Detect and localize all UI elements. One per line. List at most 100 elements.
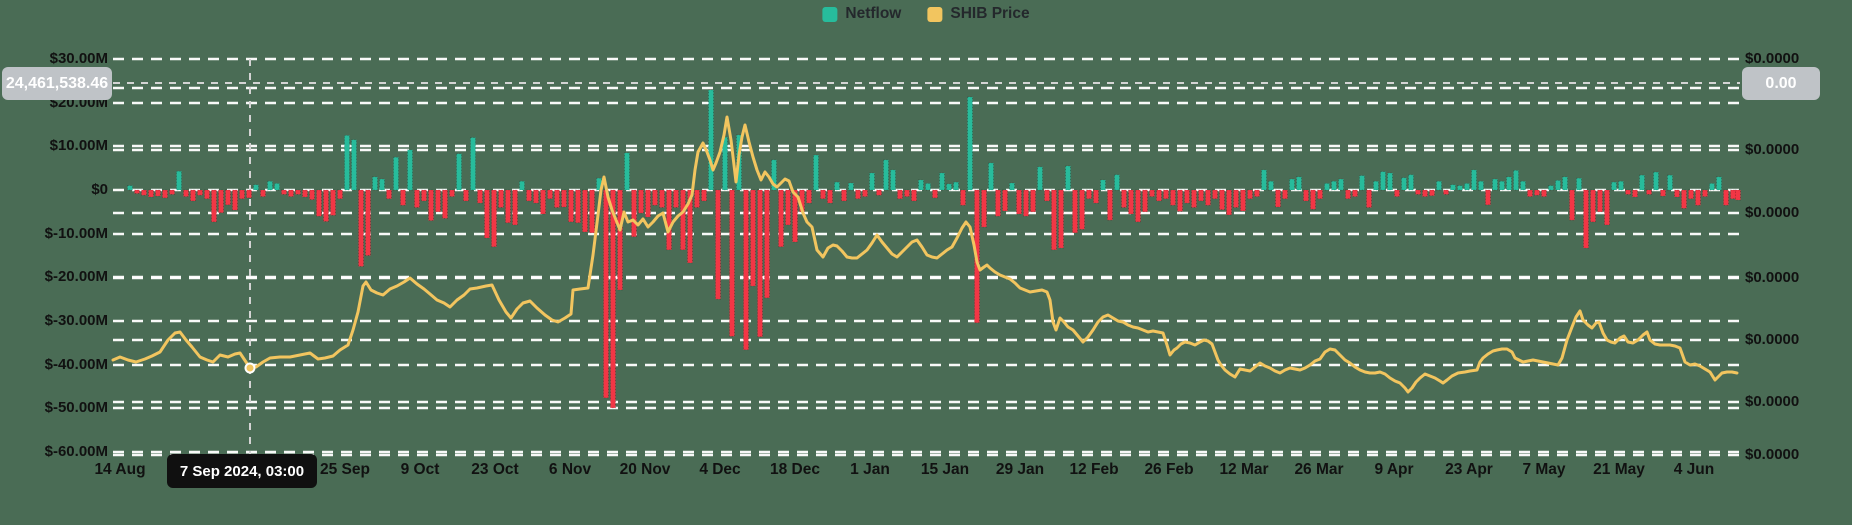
netflow-bar[interactable] [204,189,210,200]
netflow-bar[interactable] [1310,189,1316,210]
netflow-bar[interactable] [211,189,217,223]
netflow-bar[interactable] [1282,189,1288,200]
netflow-bar[interactable] [771,159,777,191]
netflow-bar[interactable] [1016,189,1022,215]
netflow-bar[interactable] [1555,180,1561,191]
netflow-bar[interactable] [827,189,833,204]
netflow-bar[interactable] [1142,189,1148,213]
netflow-bar[interactable] [365,189,371,256]
netflow-bar[interactable] [540,189,546,215]
netflow-bar[interactable] [316,189,322,217]
netflow-bar[interactable] [1394,189,1400,197]
netflow-bar[interactable] [1443,189,1449,195]
netflow-bar[interactable] [169,189,175,195]
netflow-bar[interactable] [351,139,357,191]
netflow-bar[interactable] [1275,189,1281,208]
netflow-bar[interactable] [561,189,567,208]
netflow-bar[interactable] [1527,189,1533,197]
netflow-bar[interactable] [1485,189,1491,206]
netflow-bar[interactable] [1212,189,1218,200]
netflow-bar[interactable] [785,189,791,226]
netflow-bar[interactable] [946,183,952,191]
netflow-bar[interactable] [344,135,350,191]
netflow-bar[interactable] [1149,189,1155,197]
netflow-bar[interactable] [1583,189,1589,249]
netflow-bar[interactable] [400,189,406,206]
netflow-bar[interactable] [1296,176,1302,191]
netflow-bar[interactable] [323,189,329,222]
netflow-bar[interactable] [1667,174,1673,191]
netflow-bar[interactable] [603,189,609,399]
netflow-bar[interactable] [1735,189,1741,201]
netflow-bar[interactable] [253,184,259,191]
netflow-bar[interactable] [1660,189,1666,197]
netflow-bar[interactable] [1674,189,1680,198]
netflow-bar[interactable] [1128,189,1134,215]
netflow-bar[interactable] [1520,180,1526,191]
netflow-bar[interactable] [1702,189,1708,197]
netflow-bar[interactable] [953,181,959,191]
netflow-bar[interactable] [897,189,903,200]
netflow-bar[interactable] [1177,189,1183,212]
netflow-bar[interactable] [631,189,637,238]
netflow-bar[interactable] [1653,171,1659,191]
netflow-bar[interactable] [1289,178,1295,191]
netflow-bar[interactable] [792,189,798,243]
netflow-bar[interactable] [981,189,987,228]
netflow-bar[interactable] [554,189,560,208]
netflow-bar[interactable] [491,189,497,248]
netflow-bar[interactable] [855,189,861,200]
netflow-bar[interactable] [1646,189,1652,195]
netflow-bar[interactable] [1597,189,1603,213]
netflow-bar[interactable] [190,189,196,202]
netflow-bar[interactable] [435,189,441,213]
netflow-bar[interactable] [1695,189,1701,206]
netflow-bar[interactable] [862,189,868,197]
netflow-bar[interactable] [1716,176,1722,191]
netflow-bar[interactable] [386,189,392,200]
netflow-bar[interactable] [295,189,301,195]
netflow-bar[interactable] [309,189,315,200]
netflow-bar[interactable] [1541,189,1547,197]
netflow-bar[interactable] [1072,189,1078,234]
netflow-bar[interactable] [183,189,189,197]
netflow-bar[interactable] [1401,177,1407,191]
netflow-bar[interactable] [1436,180,1442,191]
netflow-bar[interactable] [1464,183,1470,191]
netflow-bar[interactable] [820,189,826,200]
netflow-bar[interactable] [225,189,231,206]
netflow-bar[interactable] [1114,174,1120,191]
netflow-bar[interactable] [869,172,875,191]
netflow-bar[interactable] [1625,189,1631,195]
netflow-bar[interactable] [666,189,672,251]
netflow-bar[interactable] [512,189,518,226]
netflow-bar[interactable] [1618,180,1624,191]
netflow-bar[interactable] [1492,178,1498,191]
netflow-bar[interactable] [1156,189,1162,202]
netflow-bar[interactable] [1639,174,1645,191]
netflow-bar[interactable] [1345,189,1351,200]
netflow-bar[interactable] [1373,180,1379,191]
legend-item-netflow[interactable]: Netflow [822,5,901,23]
netflow-bar[interactable] [526,189,532,202]
netflow-bar[interactable] [778,189,784,248]
netflow-bar[interactable] [995,189,1001,217]
netflow-bar[interactable] [1709,183,1715,191]
netflow-bar[interactable] [876,189,882,196]
netflow-bar[interactable] [1100,179,1106,191]
netflow-bar[interactable] [421,189,427,202]
netflow-bar[interactable] [484,189,490,239]
netflow-bar[interactable] [1170,189,1176,206]
netflow-bar[interactable] [1548,185,1554,191]
netflow-bar[interactable] [1191,189,1197,208]
netflow-bar[interactable] [1030,189,1036,213]
netflow-bar[interactable] [1513,169,1519,191]
netflow-bar[interactable] [1023,189,1029,217]
netflow-bar[interactable] [1121,189,1127,208]
netflow-bar[interactable] [1254,189,1260,197]
netflow-bar[interactable] [939,172,945,191]
netflow-bar[interactable] [575,189,581,224]
netflow-bar[interactable] [1009,182,1015,191]
netflow-bar[interactable] [1688,189,1694,200]
